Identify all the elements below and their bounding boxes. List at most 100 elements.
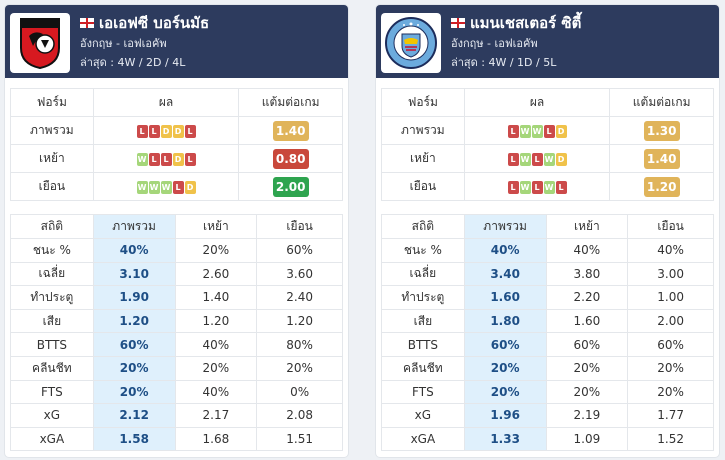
- stat-label: ชนะ %: [381, 238, 465, 263]
- form-badge-l: L: [136, 125, 148, 138]
- stat-value: 40%: [545, 238, 629, 263]
- form-badge-w: W: [519, 125, 531, 138]
- form-badge-l: L: [507, 153, 519, 166]
- form-badge-w: W: [136, 153, 148, 166]
- form-badge-d: D: [160, 125, 172, 138]
- stat-value: 1.60: [463, 285, 547, 310]
- stat-value: 3.00: [627, 261, 714, 287]
- stat-label: เสีย: [10, 308, 94, 334]
- form-badge-d: D: [172, 125, 184, 138]
- form-header: ฟอร์ม: [381, 88, 465, 117]
- stat-value: 40%: [463, 238, 547, 263]
- form-badge-w: W: [160, 181, 172, 194]
- stats-row: BTTS 60% 40% 80%: [10, 332, 343, 357]
- stat-label: xGA: [10, 426, 94, 452]
- stats-row: FTS 20% 20% 20%: [381, 379, 714, 405]
- tab-overall[interactable]: ภาพรวม: [92, 214, 176, 239]
- tab-home[interactable]: เหย้า: [545, 214, 629, 239]
- tab-away[interactable]: เยือน: [256, 214, 343, 239]
- stat-label: FTS: [381, 379, 465, 405]
- stat-value: 20%: [463, 355, 547, 381]
- form-badge-d: D: [555, 125, 567, 138]
- form-badge-l: L: [531, 181, 543, 194]
- form-badge-d: D: [172, 153, 184, 166]
- tab-away[interactable]: เยือน: [627, 214, 714, 239]
- stat-label: BTTS: [381, 332, 465, 357]
- team-header: เอเอฟซี บอร์นมัธ อังกฤษ - เอฟเอคัพ ล่าสุ…: [5, 5, 348, 78]
- form-badge-l: L: [172, 181, 184, 194]
- stat-value: 2.20: [545, 285, 629, 310]
- ppg-cell: 1.40: [609, 144, 714, 173]
- stats-row: เสีย 1.80 1.60 2.00: [381, 308, 714, 334]
- stat-value: 20%: [627, 379, 714, 405]
- team-header: แมนเชสเตอร์ ซิตี้ อังกฤษ - เอฟเอคัพ ล่าส…: [376, 5, 719, 78]
- ppg-header: แต้มต่อเกม: [609, 88, 714, 117]
- england-flag-icon: [80, 18, 94, 28]
- stat-value: 20%: [174, 238, 258, 263]
- stat-value: 1.96: [463, 403, 547, 428]
- stat-label: เฉลี่ย: [10, 261, 94, 287]
- form-row-label: เหย้า: [381, 144, 465, 173]
- ppg-cell: 1.40: [238, 116, 343, 145]
- stat-value: 3.40: [463, 261, 547, 287]
- stat-value: 2.19: [545, 403, 629, 428]
- stat-label: xGA: [381, 426, 465, 452]
- stat-label: ทำประตู: [381, 285, 465, 310]
- result-header: ผล: [463, 88, 611, 117]
- stats-row: คลีนชีท 20% 20% 20%: [381, 355, 714, 381]
- form-row-label: เหย้า: [10, 144, 94, 173]
- stat-value: 2.00: [627, 308, 714, 334]
- ppg-badge: 1.40: [643, 148, 680, 169]
- stat-value: 1.33: [463, 426, 547, 452]
- form-badge-l: L: [148, 153, 160, 166]
- form-badge-l: L: [184, 153, 196, 166]
- stat-value: 20%: [92, 355, 176, 381]
- stats-row: xG 2.12 2.17 2.08: [10, 403, 343, 428]
- form-badge-l: L: [507, 181, 519, 194]
- last-results: ล่าสุด : 4W / 2D / 4L: [80, 56, 186, 69]
- form-badge-l: L: [160, 153, 172, 166]
- tab-home[interactable]: เหย้า: [174, 214, 258, 239]
- stat-value: 1.40: [174, 285, 258, 310]
- stat-value: 3.10: [92, 261, 176, 287]
- league-name: อังกฤษ - เอฟเอคัพ: [80, 37, 167, 50]
- man-city-crest-icon[interactable]: [381, 13, 441, 73]
- stat-value: 20%: [545, 379, 629, 405]
- stat-label: FTS: [10, 379, 94, 405]
- tab-overall[interactable]: ภาพรวม: [463, 214, 547, 239]
- stat-value: 20%: [627, 355, 714, 381]
- stats-row: เฉลี่ย 3.10 2.60 3.60: [10, 261, 343, 287]
- form-badge-l: L: [507, 125, 519, 138]
- stat-label: xG: [10, 403, 94, 428]
- team-name[interactable]: แมนเชสเตอร์ ซิตี้: [470, 14, 582, 32]
- stat-value: 1.77: [627, 403, 714, 428]
- stat-value: 3.60: [256, 261, 343, 287]
- england-flag-icon: [451, 18, 465, 28]
- stats-header: สถิติ: [10, 214, 94, 239]
- form-badge-w: W: [543, 153, 555, 166]
- ppg-cell: 0.80: [238, 144, 343, 173]
- ppg-cell: 1.30: [609, 116, 714, 145]
- stat-value: 2.60: [174, 261, 258, 287]
- stat-value: 2.17: [174, 403, 258, 428]
- stat-value: 20%: [174, 355, 258, 381]
- stat-label: คลีนชีท: [381, 355, 465, 381]
- stats-row: xGA 1.58 1.68 1.51: [10, 426, 343, 452]
- bournemouth-crest-icon[interactable]: [10, 13, 70, 73]
- form-badge-l: L: [555, 181, 567, 194]
- team-name[interactable]: เอเอฟซี บอร์นมัธ: [99, 14, 210, 32]
- ppg-cell: 2.00: [238, 172, 343, 201]
- form-badge-d: D: [184, 181, 196, 194]
- stat-value: 80%: [256, 332, 343, 357]
- form-row-label: เยือน: [381, 172, 465, 201]
- last-results: ล่าสุด : 4W / 1D / 5L: [451, 56, 557, 69]
- ppg-cell: 1.20: [609, 172, 714, 201]
- team-card-away: แมนเชสเตอร์ ซิตี้ อังกฤษ - เอฟเอคัพ ล่าส…: [376, 5, 719, 457]
